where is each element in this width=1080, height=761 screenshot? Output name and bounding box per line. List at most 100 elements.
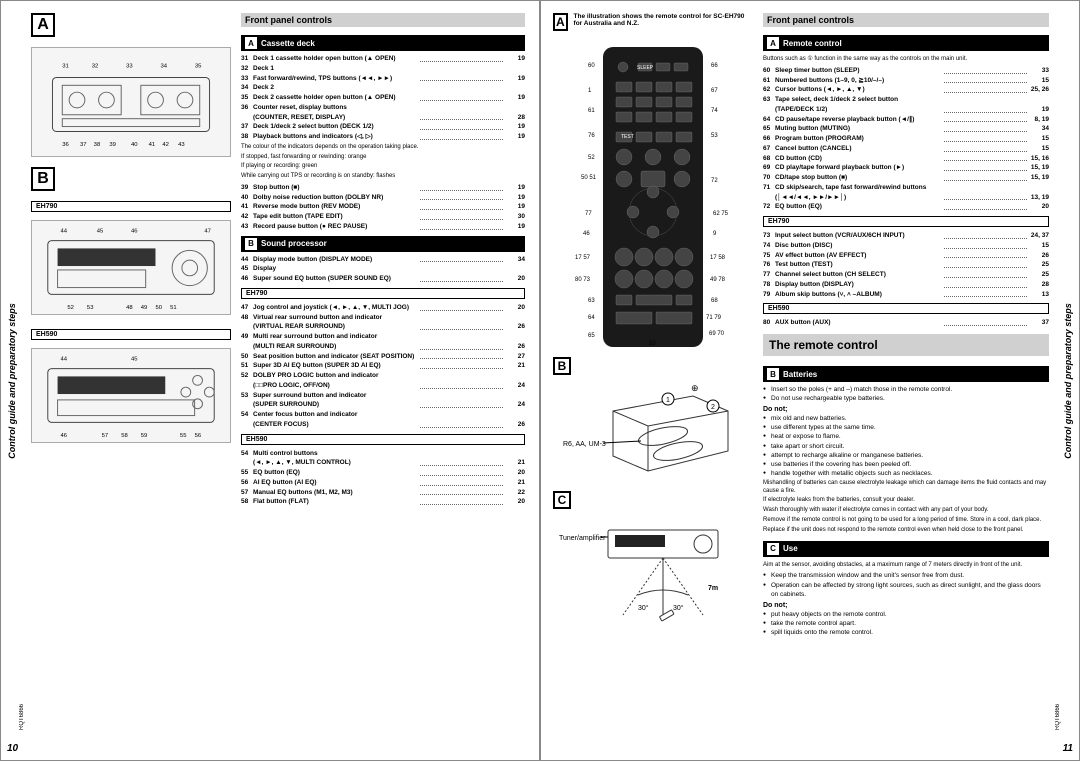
svg-text:43: 43 xyxy=(178,142,185,148)
bullet-item: take the remote control apart. xyxy=(763,619,1049,628)
note-line: Remove if the remote control is not goin… xyxy=(763,517,1049,525)
index-column-right: Front panel controls A Remote control Bu… xyxy=(763,13,1049,748)
index-line: (MULTI REAR SURROUND)26 xyxy=(241,342,525,352)
svg-text:2: 2 xyxy=(711,404,715,411)
index-line: 77Channel select button (CH SELECT)25 xyxy=(763,270,1049,280)
index-line: 38Playback buttons and indicators (◁, ▷)… xyxy=(241,132,525,142)
svg-text:38: 38 xyxy=(94,142,101,148)
svg-text:1: 1 xyxy=(588,88,592,94)
figures-column: A 3132333435 3637383940414243 xyxy=(31,13,231,748)
block-letter-a-right: A xyxy=(553,13,568,31)
svg-text:Tuner/amplifier: Tuner/amplifier xyxy=(559,535,606,542)
note-line: Replace if the unit does not respond to … xyxy=(763,527,1049,535)
bullet-item: heat or expose to flame. xyxy=(763,432,1049,441)
svg-text:31: 31 xyxy=(62,64,69,70)
bullet-item: mix old and new batteries. xyxy=(763,414,1049,423)
remote-control-title: The remote control xyxy=(763,334,1049,356)
svg-text:51: 51 xyxy=(170,305,177,311)
remote-eh790-items: 73Input select button (VCR/AUX/6CH INPUT… xyxy=(763,231,1049,299)
svg-text:65: 65 xyxy=(588,333,595,339)
batteries-bar: B Batteries xyxy=(763,366,1049,382)
svg-text:41: 41 xyxy=(149,142,156,148)
index-line: (CENTER FOCUS)26 xyxy=(241,420,525,430)
svg-text:55: 55 xyxy=(180,433,187,439)
bullet-item: handle together with metallic objects su… xyxy=(763,469,1049,478)
sp-eh790-items: 47Jog control and joystick (◄, ►, ▲, ▼, … xyxy=(241,303,525,430)
index-line: (VIRTUAL REAR SURROUND)26 xyxy=(241,322,525,332)
page-right: Control guide and preparatory steps RQT6… xyxy=(540,0,1080,761)
index-line: 53Super surround button and indicator xyxy=(241,391,525,401)
sound-proc-bar: B Sound processor xyxy=(241,236,525,252)
bullet-item: use different types at the same time. xyxy=(763,423,1049,432)
doc-code-left: RQT6866 xyxy=(19,704,25,730)
svg-text:37: 37 xyxy=(80,142,87,148)
svg-text:64: 64 xyxy=(588,315,595,321)
cassette-notes: The colour of the indicators depends on … xyxy=(241,142,525,183)
svg-text:47: 47 xyxy=(204,229,211,235)
note-line: Mishandling of batteries can cause elect… xyxy=(763,480,1049,496)
block-letter-b: B xyxy=(31,167,55,191)
remote-eh590-tag: EH590 xyxy=(763,303,1049,314)
page-number-right: 11 xyxy=(1063,743,1073,754)
index-line: 55EQ button (EQ)20 xyxy=(241,468,525,478)
svg-text:44: 44 xyxy=(61,357,68,363)
svg-text:⊕: ⊕ xyxy=(691,383,699,393)
index-line: (TAPE/DECK 1/2)19 xyxy=(763,105,1049,115)
index-line: 40Dolby noise reduction button (DOLBY NR… xyxy=(241,193,525,203)
index-line: 41Reverse mode button (REV MODE)19 xyxy=(241,202,525,212)
battery-lines: Insert so the poles (+ and –) match thos… xyxy=(763,385,1049,403)
svg-text:48: 48 xyxy=(126,305,133,311)
svg-text:45: 45 xyxy=(131,357,138,363)
batteries-letter: B xyxy=(767,368,779,380)
use-donot-head: Do not; xyxy=(763,602,1049,609)
model-eh790: EH790 xyxy=(31,201,231,212)
remote-eh590-items: 80AUX button (AUX)37 xyxy=(763,318,1049,328)
battery-svg: 1 2 R6, AA, UM-3 ⊕ xyxy=(553,381,753,491)
index-line: 76Test button (TEST)25 xyxy=(763,260,1049,270)
svg-text:33: 33 xyxy=(126,64,133,70)
bullet-item: use batteries if the covering has been p… xyxy=(763,460,1049,469)
svg-text:40: 40 xyxy=(131,142,138,148)
index-line: 48Virtual rear surround button and indic… xyxy=(241,313,525,323)
index-line: 61Numbered buttons (1–9, 0, ≧10/–/–)15 xyxy=(763,76,1049,86)
remote-bar: A Remote control xyxy=(763,35,1049,51)
svg-text:49 78: 49 78 xyxy=(710,277,726,283)
remote-letter: A xyxy=(767,37,779,49)
index-line: 42Tape edit button (TAPE EDIT)30 xyxy=(241,212,525,222)
svg-text:76: 76 xyxy=(588,133,595,139)
index-line: 80AUX button (AUX)37 xyxy=(763,318,1049,328)
bullet-item: Insert so the poles (+ and –) match thos… xyxy=(763,385,1049,394)
svg-text:52: 52 xyxy=(588,155,595,161)
remote-intro: Buttons such as ① function in the same w… xyxy=(763,56,1049,64)
svg-text:35: 35 xyxy=(195,64,202,70)
tuner-svg: Tuner/amplifier 30° 30° 7m xyxy=(553,515,753,625)
svg-text:46: 46 xyxy=(583,231,590,237)
svg-text:67: 67 xyxy=(711,88,718,94)
use-bullets: Keep the transmission window and the uni… xyxy=(763,571,1049,598)
index-line: 75AV effect button (AV EFFECT)26 xyxy=(763,251,1049,261)
front-panel-title-right: Front panel controls xyxy=(763,13,1049,27)
index-line: 31Deck 1 cassette holder open button (▲ … xyxy=(241,54,525,64)
index-line: 64CD pause/tape reverse playback button … xyxy=(763,115,1049,125)
index-line: 78Display button (DISPLAY)28 xyxy=(763,280,1049,290)
bullet-item: take apart or short circuit. xyxy=(763,442,1049,451)
svg-text:53: 53 xyxy=(711,133,718,139)
use-letter: C xyxy=(767,543,779,555)
svg-text:46: 46 xyxy=(61,433,68,439)
index-line: 65Muting button (MUTING)34 xyxy=(763,124,1049,134)
svg-text:32: 32 xyxy=(92,64,99,70)
cassette-items2: 39Stop button (■)1940Dolby noise reducti… xyxy=(241,183,525,232)
tuner-figure: Tuner/amplifier 30° 30° 7m xyxy=(553,515,753,625)
index-line: 51Super 3D AI EQ button (SUPER 3D AI EQ)… xyxy=(241,361,525,371)
cassette-letter: A xyxy=(245,37,257,49)
page-spread: Control guide and preparatory steps RQT6… xyxy=(0,0,1080,761)
svg-text:7m: 7m xyxy=(708,585,718,592)
index-line: 37Deck 1/deck 2 select button (DECK 1/2)… xyxy=(241,122,525,132)
block-letter-b-right: B xyxy=(553,357,571,375)
svg-text:77: 77 xyxy=(585,211,592,217)
battery-tail: Mishandling of batteries can cause elect… xyxy=(763,478,1049,537)
block-letter-a: A xyxy=(31,13,55,37)
svg-text:53: 53 xyxy=(87,305,94,311)
index-line: 35Deck 2 cassette holder open button (▲ … xyxy=(241,93,525,103)
svg-text:49: 49 xyxy=(141,305,148,311)
